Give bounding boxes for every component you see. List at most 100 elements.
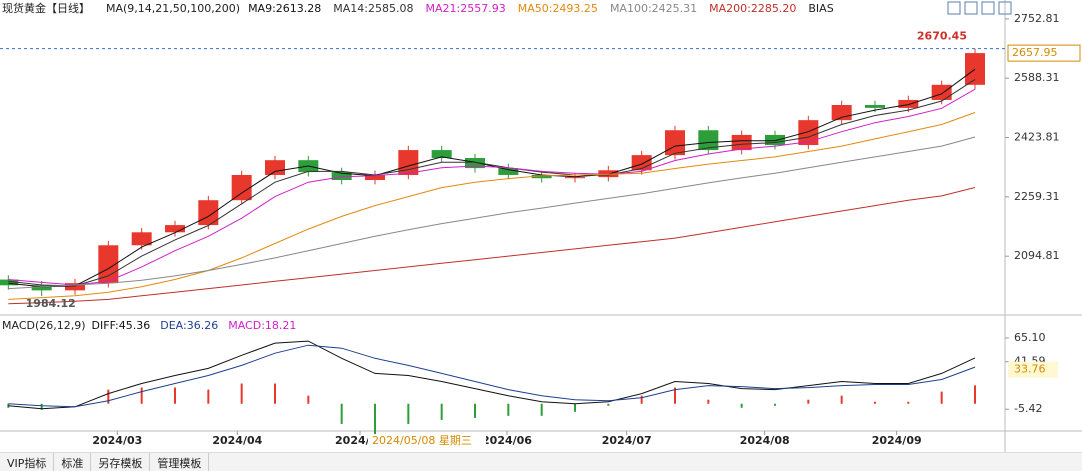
tab[interactable]: 另存模板 — [91, 453, 151, 471]
legend-text: BIAS — [808, 2, 833, 15]
ma-line — [8, 68, 976, 288]
ma-line — [8, 136, 976, 290]
candle-body — [265, 160, 285, 175]
candle-body — [865, 105, 885, 108]
candle-body — [465, 158, 485, 169]
legend-text: MA14:2585.08 — [333, 2, 413, 15]
y-tick-label: 2094.81 — [1014, 249, 1060, 262]
low-label: 1984.12 — [26, 297, 76, 310]
macd-bar — [140, 387, 143, 404]
macd-bar — [174, 387, 176, 404]
candle-body — [898, 99, 919, 108]
macd-bar — [974, 385, 976, 404]
candle-body — [431, 150, 452, 159]
icon[interactable] — [947, 1, 961, 15]
macd-line — [8, 340, 976, 410]
candle-body — [565, 177, 585, 179]
legend-text: MA200:2285.20 — [709, 2, 796, 15]
icon[interactable] — [998, 1, 1012, 15]
candle-body — [931, 84, 952, 100]
legend-text: MA100:2425.31 — [610, 2, 697, 15]
candle-body — [831, 105, 852, 121]
y-tick-label: 2423.81 — [1014, 131, 1060, 144]
macd-bar — [740, 403, 743, 408]
candle-body — [65, 283, 85, 291]
high-label: 2670.45 — [917, 30, 967, 43]
candle-body — [665, 130, 685, 156]
y-tick-label: -5.42 — [1014, 402, 1042, 415]
macd-bar — [840, 395, 843, 404]
macd-bar — [707, 399, 710, 404]
candle-body — [365, 174, 385, 181]
candle-body — [31, 285, 52, 291]
candle-body — [765, 134, 785, 146]
macd-bar — [440, 403, 443, 420]
ma-line — [8, 88, 976, 286]
legend-text: MA21:2557.93 — [426, 2, 506, 15]
last-value: 33.76 — [1014, 363, 1046, 376]
macd-bar — [207, 389, 210, 404]
tab-bar: VIP指标 标准 另存模板 管理模板 — [0, 452, 1082, 471]
tab[interactable]: VIP指标 — [0, 453, 55, 471]
macd-bar — [774, 403, 776, 406]
macd-bar — [340, 403, 343, 424]
cursor-label: 2024/05/08 星期三 — [372, 434, 472, 447]
candle-body — [0, 279, 19, 286]
macd-bar — [907, 401, 910, 404]
x-tick-label: 2024/08 — [740, 434, 790, 447]
macd-bar — [640, 395, 643, 404]
x-tick-label: 2024/07 — [602, 434, 652, 447]
tab[interactable]: 标准 — [54, 453, 92, 471]
macd-bar — [240, 383, 243, 404]
last-value-box — [1008, 361, 1058, 378]
legend-text: MA50:2493.25 — [518, 2, 598, 15]
legend-text: 现货黄金【日线】 — [2, 1, 90, 15]
legend-text: MACD:18.21 — [228, 319, 296, 332]
icon[interactable] — [964, 1, 978, 15]
candle-body — [231, 174, 252, 201]
macd-bar — [574, 403, 576, 412]
x-tick-label: 2024/06 — [482, 434, 532, 447]
cursor-label-box — [368, 433, 486, 449]
candle-body — [965, 53, 985, 85]
macd-bar — [807, 399, 810, 404]
legend-text: MA9:2613.28 — [248, 2, 321, 15]
macd-bar — [607, 403, 610, 406]
macd-bar — [507, 403, 510, 416]
candle-body — [698, 130, 719, 151]
ma-line — [8, 112, 976, 300]
y-tick-label: 2752.81 — [1014, 12, 1060, 25]
macd-bar — [40, 403, 43, 410]
candle-body — [798, 120, 819, 146]
tab[interactable]: 管理模板 — [150, 453, 210, 471]
macd-bar — [674, 387, 676, 404]
macd-bar — [274, 383, 276, 404]
macd-line — [8, 344, 976, 408]
candle-body — [498, 168, 519, 175]
macd-bar — [307, 395, 310, 404]
macd-bar — [940, 391, 943, 404]
candle-body — [731, 134, 752, 151]
candle-body — [331, 172, 352, 181]
x-tick-label: 2024/04 — [212, 434, 262, 447]
macd-bar — [540, 403, 543, 416]
x-tick-label: 2024/09 — [872, 434, 922, 447]
ma-line — [8, 187, 976, 305]
candle-body — [531, 174, 552, 179]
macd-bar — [874, 401, 876, 404]
macd-bar — [374, 403, 376, 435]
macd-bar — [474, 403, 476, 418]
legend-text: DEA:36.26 — [160, 319, 218, 332]
candle-body — [131, 232, 152, 246]
chart: 现货黄金【日线】 MA(9,14,21,50,100,200) MA9:2613.2… — [0, 0, 1082, 452]
candle-body — [165, 225, 185, 233]
ma-line — [8, 78, 976, 287]
x-tick-label: 2024/03 — [92, 434, 142, 447]
y-tick-label: 2259.31 — [1014, 190, 1060, 203]
legend-text: MACD(26,12,9) — [2, 319, 86, 332]
icon[interactable] — [981, 1, 995, 15]
macd-bar — [107, 389, 110, 404]
y-tick-label: 2588.31 — [1014, 71, 1060, 84]
toolbar-icons[interactable] — [947, 1, 1012, 15]
